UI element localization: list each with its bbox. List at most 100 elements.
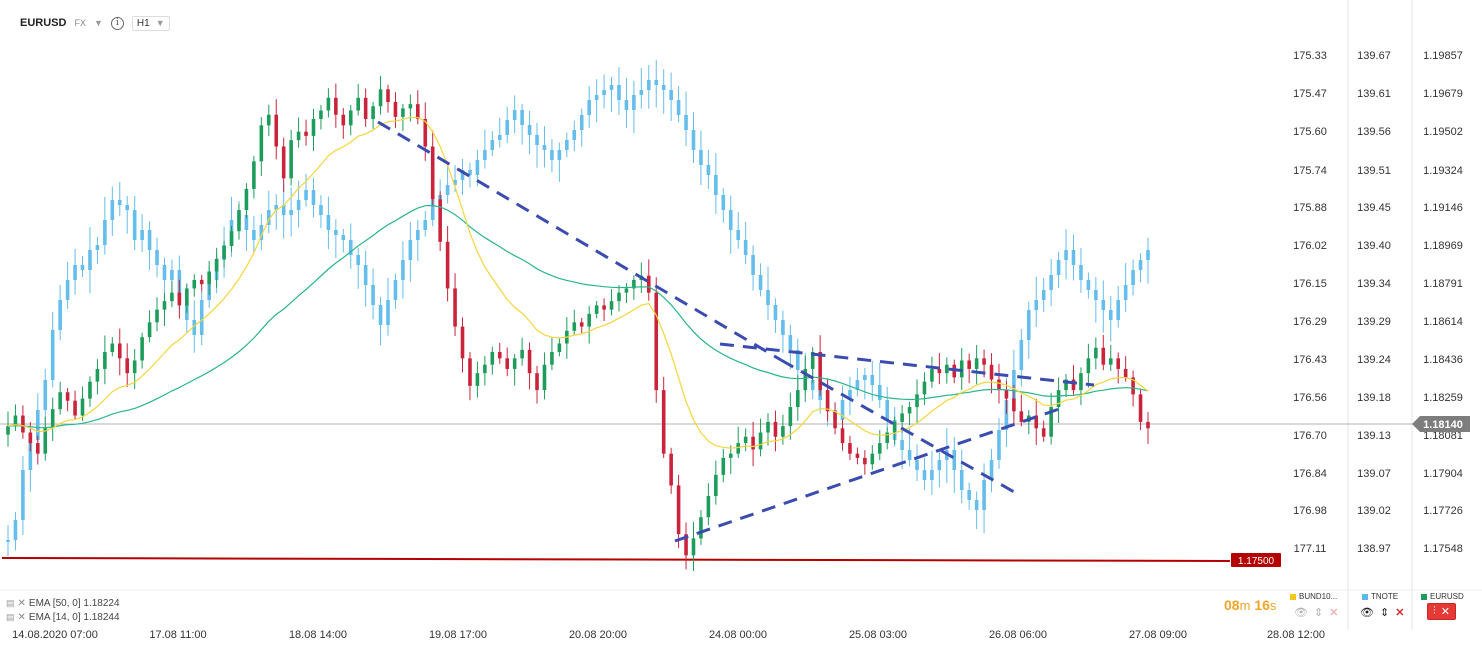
eurusd-candle xyxy=(646,275,651,293)
tnote-candle xyxy=(162,265,167,280)
tnote-candle xyxy=(266,210,271,225)
remove-icon[interactable]: ✕ xyxy=(1395,607,1405,619)
tnote-candle xyxy=(423,220,428,230)
eurusd-candle xyxy=(103,351,107,369)
tnote-candle xyxy=(937,460,942,470)
tnote-candle xyxy=(587,100,591,115)
y-tick-label: 176.15 xyxy=(1293,278,1327,290)
eurusd-candle xyxy=(28,432,33,444)
tnote-candle xyxy=(609,85,614,90)
tnote-candle xyxy=(1056,260,1061,275)
symbol-label[interactable]: EURUSD xyxy=(20,17,67,29)
eurusd-candle xyxy=(475,373,480,386)
x-tick-label: 27.08 09:00 xyxy=(1129,629,1187,641)
eurusd-candle xyxy=(1086,358,1091,374)
eurusd-candle xyxy=(632,279,636,289)
tnote-candle xyxy=(304,190,308,200)
eurusd-candle xyxy=(371,106,375,119)
series-legend-tnote[interactable]: TNOTE xyxy=(1362,592,1398,601)
legend-ema-50[interactable]: ▤ ✕ EMA [50, 0] 1.18224 xyxy=(6,598,120,609)
eurusd-candle xyxy=(728,453,733,458)
eurusd-candle xyxy=(1019,411,1024,422)
eurusd-candle xyxy=(207,271,211,285)
eurusd-candle xyxy=(36,443,40,454)
tnote-candle xyxy=(907,450,912,460)
eye-icon[interactable]: 👁 xyxy=(1360,607,1374,619)
eurusd-candle xyxy=(140,337,144,361)
eurusd-candle xyxy=(490,351,495,365)
tnote-candle xyxy=(855,380,860,390)
eurusd-candle xyxy=(833,411,837,429)
eurusd-candle xyxy=(684,534,688,556)
eurusd-candle xyxy=(259,125,264,162)
eurusd-candle xyxy=(423,118,428,147)
chart-header: EURUSD FX ▼ i H1 ▼ xyxy=(20,14,170,32)
close-icon[interactable]: ✕ xyxy=(17,612,26,623)
eurusd-candle xyxy=(266,114,271,126)
tnote-candle xyxy=(132,210,137,240)
eye-icon[interactable]: 👁 xyxy=(1294,607,1308,619)
tnote-candle xyxy=(989,460,994,480)
tnote-candle xyxy=(468,170,472,175)
y-tick-label: 139.13 xyxy=(1357,430,1391,442)
eurusd-candle xyxy=(781,426,785,437)
tnote-candle xyxy=(632,95,636,110)
chevron-down-icon: ▼ xyxy=(155,18,165,28)
tnote-candle xyxy=(1012,370,1016,400)
x-tick-label: 28.08 12:00 xyxy=(1267,629,1325,641)
tnote-candle xyxy=(527,125,532,135)
trendline xyxy=(719,342,1095,387)
info-icon[interactable]: i xyxy=(110,16,124,30)
series-legend-bund[interactable]: BUND10... xyxy=(1290,592,1337,601)
timer-seconds: 16 xyxy=(1254,597,1270,613)
ema-50-line xyxy=(7,204,1149,429)
eurusd-candle xyxy=(982,358,986,365)
tnote-candle xyxy=(699,150,703,165)
y-tick-label: 1.19679 xyxy=(1423,88,1463,100)
reorder-icon[interactable]: ⇕ xyxy=(1379,607,1390,619)
tnote-candle xyxy=(1004,400,1009,430)
eurusd-candle xyxy=(714,474,718,497)
remove-icon[interactable]: ✕ xyxy=(1440,606,1450,618)
tnote-candle xyxy=(676,100,681,115)
eurusd-candle xyxy=(386,89,390,103)
eurusd-candle xyxy=(222,246,226,259)
series-color-swatch xyxy=(1421,593,1427,600)
y-tick-label: 175.74 xyxy=(1293,165,1327,177)
close-icon[interactable]: ✕ xyxy=(17,598,26,609)
tnote-candle xyxy=(1019,340,1024,370)
tnote-candle xyxy=(1064,250,1068,260)
timeframe-select[interactable]: H1 ▼ xyxy=(131,15,170,31)
series-legend-eurusd[interactable]: EURUSD xyxy=(1421,592,1464,601)
candles-icon[interactable]: ⫶ xyxy=(1433,605,1436,617)
tnote-candle xyxy=(982,480,986,510)
eurusd-candle xyxy=(13,415,18,427)
support-price-tag xyxy=(1231,553,1281,567)
tnote-candle xyxy=(497,135,502,140)
eurusd-candle xyxy=(758,432,763,450)
tnote-candle xyxy=(915,460,919,470)
caret-down-icon[interactable]: ▼ xyxy=(93,18,103,28)
tnote-candle xyxy=(579,115,584,130)
y-tick-label: 139.18 xyxy=(1357,392,1391,404)
eurusd-candle xyxy=(870,453,875,465)
eurusd-candle xyxy=(6,426,10,435)
eurusd-candle xyxy=(1116,358,1120,369)
y-tick-label: 175.47 xyxy=(1293,88,1327,100)
eurusd-candle xyxy=(155,309,159,323)
settings-icon[interactable]: ▤ xyxy=(6,598,15,608)
tnote-candle xyxy=(1071,250,1076,265)
tnote-candle xyxy=(751,255,755,275)
tnote-candle xyxy=(117,200,122,205)
reorder-icon[interactable]: ⇕ xyxy=(1313,607,1324,619)
remove-icon[interactable]: ✕ xyxy=(1329,607,1339,619)
eurusd-candle xyxy=(505,358,510,369)
eurusd-candle xyxy=(751,436,755,450)
eurusd-candle xyxy=(877,443,882,454)
legend-ema-14[interactable]: ▤ ✕ EMA [14, 0] 1.18244 xyxy=(6,612,120,623)
settings-icon[interactable]: ▤ xyxy=(6,612,15,622)
y-tick-label: 176.84 xyxy=(1293,468,1327,480)
tnote-candle xyxy=(65,280,70,300)
y-tick-label: 175.33 xyxy=(1293,50,1327,62)
